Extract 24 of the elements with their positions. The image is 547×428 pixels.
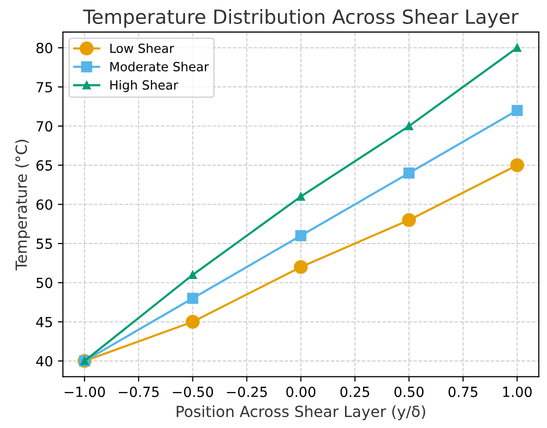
- x-tick-label: 0.25: [340, 386, 370, 398]
- legend-label: Moderate Shear: [110, 62, 209, 72]
- y-tick-label: 45: [36, 316, 52, 328]
- y-tick-label: 40: [36, 356, 52, 366]
- x-tick-label: 0.00: [286, 386, 316, 398]
- x-tick-label: 0.75: [448, 386, 478, 398]
- legend-label: High Shear: [110, 80, 178, 92]
- x-tick-label: 0.50: [394, 386, 424, 398]
- y-tick-label: 70: [36, 121, 52, 132]
- x-tick-label: −0.25: [226, 386, 267, 398]
- y-tick-label: 65: [36, 160, 52, 171]
- y-axis-title: Temperature (°C): [15, 140, 30, 270]
- x-tick-label: 1.00: [503, 386, 532, 398]
- chart-title: Temperature Distribution Across Shear Layer: [83, 8, 519, 28]
- x-tick-label: −1.00: [64, 386, 105, 398]
- x-tick-label: −0.75: [118, 386, 159, 398]
- y-tick-label: 50: [36, 278, 52, 288]
- y-tick-label: 60: [36, 199, 52, 210]
- y-tick-label: 75: [36, 82, 52, 92]
- y-tick-label: 80: [36, 42, 52, 54]
- x-tick-label: −0.50: [172, 386, 214, 398]
- legend-label: Low Shear: [110, 43, 174, 54]
- y-tick-label: 55: [36, 238, 52, 249]
- x-axis-title: Position Across Shear Layer (y/δ): [176, 405, 426, 420]
